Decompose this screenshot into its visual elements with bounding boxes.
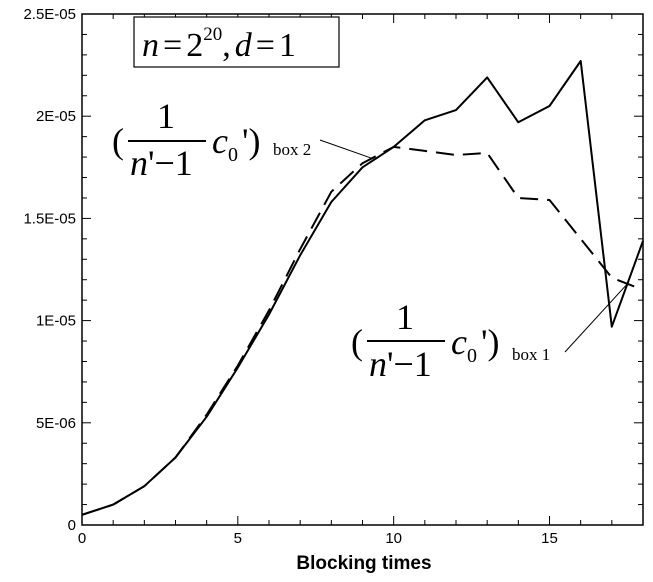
box2-c0: c0 ') xyxy=(212,121,260,166)
box1-numerator: 1 xyxy=(396,297,414,337)
y-tick-label: 5E-06 xyxy=(36,415,76,432)
y-tick-label: 2.5E-05 xyxy=(23,6,76,23)
plot-frame xyxy=(81,13,644,526)
y-tick-label: 0 xyxy=(68,517,76,534)
title-eq1: = xyxy=(163,27,182,64)
series-lines xyxy=(81,60,644,516)
title-comma: , xyxy=(222,27,231,64)
series-line-box2 xyxy=(81,145,644,516)
box2-subscript: box 2 xyxy=(273,140,311,159)
title-eq2: = xyxy=(256,27,275,64)
title-exp: 20 xyxy=(203,24,222,45)
title-n: n xyxy=(142,27,159,64)
x-tick-label: 10 xyxy=(385,530,402,547)
title-d: d xyxy=(235,27,253,64)
box1-leader-line xyxy=(564,283,628,353)
title-annotation: n = 220, d = 1 xyxy=(133,16,340,68)
axis-ticks xyxy=(81,13,644,526)
box2-numerator: 1 xyxy=(157,96,175,136)
box2-denominator: n'−1 xyxy=(130,143,193,183)
title-math: n = 220, d = 1 xyxy=(142,24,296,64)
box1-subscript: box 1 xyxy=(512,345,550,364)
x-tick-label: 5 xyxy=(234,530,242,547)
axis-tick-labels: 0 5 10 15 0 5E-06 1E-05 1.5E-05 2E-05 2.5E-05 xyxy=(23,6,557,547)
box1-c0: c0 ') xyxy=(451,322,499,367)
title-val: 1 xyxy=(279,27,296,64)
y-tick-label: 1.5E-05 xyxy=(23,210,76,227)
y-tick-label: 1E-05 xyxy=(36,313,76,330)
x-tick-label: 15 xyxy=(541,530,558,547)
box1-denominator: n'−1 xyxy=(369,344,432,384)
title-base: 2 xyxy=(186,27,203,64)
title-box-frame xyxy=(133,16,340,68)
box2-label: ( 1 n'−1 c0 ') box 2 xyxy=(112,96,373,183)
box1-label: ( 1 n'−1 c0 ') box 1 xyxy=(351,283,628,384)
x-tick-label: 0 xyxy=(78,530,86,547)
box1-lparen: ( xyxy=(351,322,363,362)
x-axis-title: Blocking times xyxy=(296,553,431,574)
box2-lparen: ( xyxy=(112,121,124,161)
box2-leader-line xyxy=(319,139,373,159)
y-tick-label: 2E-05 xyxy=(36,108,76,125)
